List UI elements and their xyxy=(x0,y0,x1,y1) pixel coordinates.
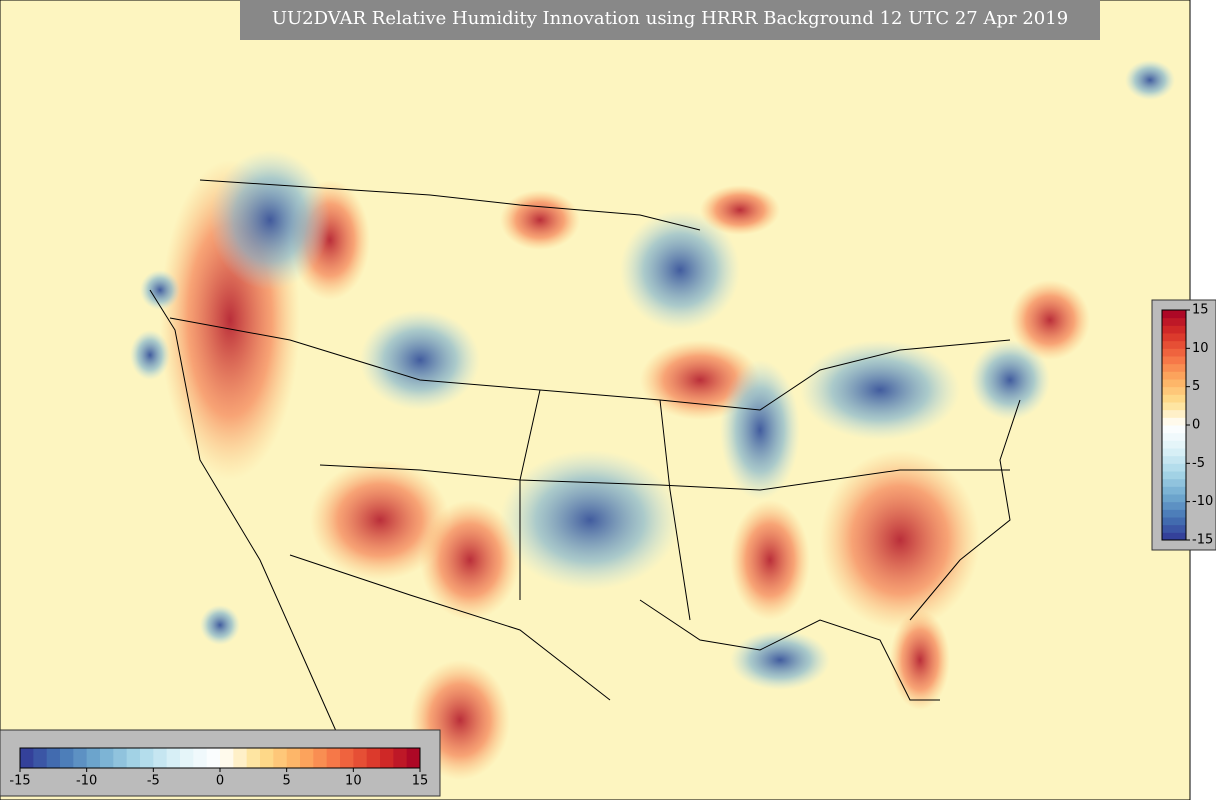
colorbar-segment xyxy=(1162,363,1186,372)
colorbar-segment xyxy=(1162,494,1186,503)
tick-label: 0 xyxy=(1192,418,1200,433)
colorbar-segment xyxy=(153,748,168,768)
colorbar-segment xyxy=(393,748,408,768)
tick-label: -5 xyxy=(147,774,160,789)
colorbar-segment xyxy=(1162,409,1186,418)
colorbar-segment xyxy=(86,748,101,768)
colorbar-segment xyxy=(33,748,48,768)
colorbar-segment xyxy=(326,748,341,768)
colorbar-segment xyxy=(1162,478,1186,487)
colorbar-segment xyxy=(1162,440,1186,449)
colorbar-segment xyxy=(1162,402,1186,411)
title-box xyxy=(240,0,1100,40)
colorbar-segment xyxy=(60,748,74,768)
colorbar-segment xyxy=(1162,417,1186,426)
colorbar-segment xyxy=(1162,432,1186,441)
colorbar-segment xyxy=(220,748,234,768)
colorbar-segment xyxy=(233,748,248,768)
colorbar-segment xyxy=(353,748,368,768)
colorbar-segment xyxy=(126,748,141,768)
colorbar-segment xyxy=(1162,471,1186,480)
colorbar-segment xyxy=(1162,386,1186,395)
tick-label: -10 xyxy=(76,774,97,789)
colorbar-segment xyxy=(380,748,394,768)
tick-label: 10 xyxy=(345,774,362,789)
colorbar-segment xyxy=(366,748,381,768)
colorbar-segment xyxy=(286,748,301,768)
tick-label: 15 xyxy=(412,774,429,789)
tick-label: -10 xyxy=(1192,494,1213,509)
colorbar-segment xyxy=(1162,463,1186,472)
colorbar-segment xyxy=(140,748,154,768)
tick-label: 5 xyxy=(283,774,291,789)
tick-label: 10 xyxy=(1192,341,1209,356)
colorbar-segment xyxy=(180,748,194,768)
colorbar-segment xyxy=(340,748,354,768)
colorbar-segment xyxy=(193,748,208,768)
colorbar-segment xyxy=(206,748,221,768)
colorbar-segment xyxy=(1162,325,1186,334)
colorbar-segment xyxy=(300,748,314,768)
colorbar-segment xyxy=(1162,348,1186,357)
colorbar-segment xyxy=(46,748,61,768)
tick-label: 15 xyxy=(1192,303,1209,318)
colorbar-segment xyxy=(1162,394,1186,403)
colorbar-segment xyxy=(1162,371,1186,380)
colorbar-segment xyxy=(1162,524,1186,533)
colorbar-segment xyxy=(1162,486,1186,495)
colorbar-segment xyxy=(1162,455,1186,464)
colorbar-segment xyxy=(1162,501,1186,510)
colorbar-segment xyxy=(100,748,114,768)
colorbar-segment xyxy=(1162,340,1186,349)
colorbar-segment xyxy=(1162,379,1186,388)
humidity-field xyxy=(130,60,1175,780)
boundaries xyxy=(149,179,1021,741)
colorbar-segment xyxy=(1162,509,1186,518)
colorbar-segment xyxy=(73,748,88,768)
colorbar-segment xyxy=(1162,425,1186,434)
colorbar-segment xyxy=(260,748,274,768)
colorbar-segment xyxy=(1162,317,1186,326)
colorbar-segment xyxy=(1162,356,1186,365)
colorbar-segment xyxy=(1162,333,1186,342)
colorbar-segment xyxy=(246,748,261,768)
colorbar-segment xyxy=(1162,517,1186,526)
colorbar-segment xyxy=(273,748,288,768)
title: UU2DVAR Relative Humidity Innovation usi… xyxy=(272,8,1068,29)
colorbar-segment xyxy=(1162,448,1186,457)
tick-label: -15 xyxy=(1192,533,1213,548)
colorbar-segment xyxy=(20,748,34,768)
colorbar-segment xyxy=(166,748,181,768)
colorbar-segment xyxy=(113,748,128,768)
colorbar-segment xyxy=(313,748,328,768)
tick-label: 5 xyxy=(1192,379,1200,394)
colorbar-segment xyxy=(1162,310,1186,319)
colorbar-segment xyxy=(1162,532,1186,541)
colorbar-segment xyxy=(406,748,421,768)
tick-label: 0 xyxy=(216,774,224,789)
tick-label: -15 xyxy=(9,774,30,789)
tick-label: -5 xyxy=(1192,456,1205,471)
